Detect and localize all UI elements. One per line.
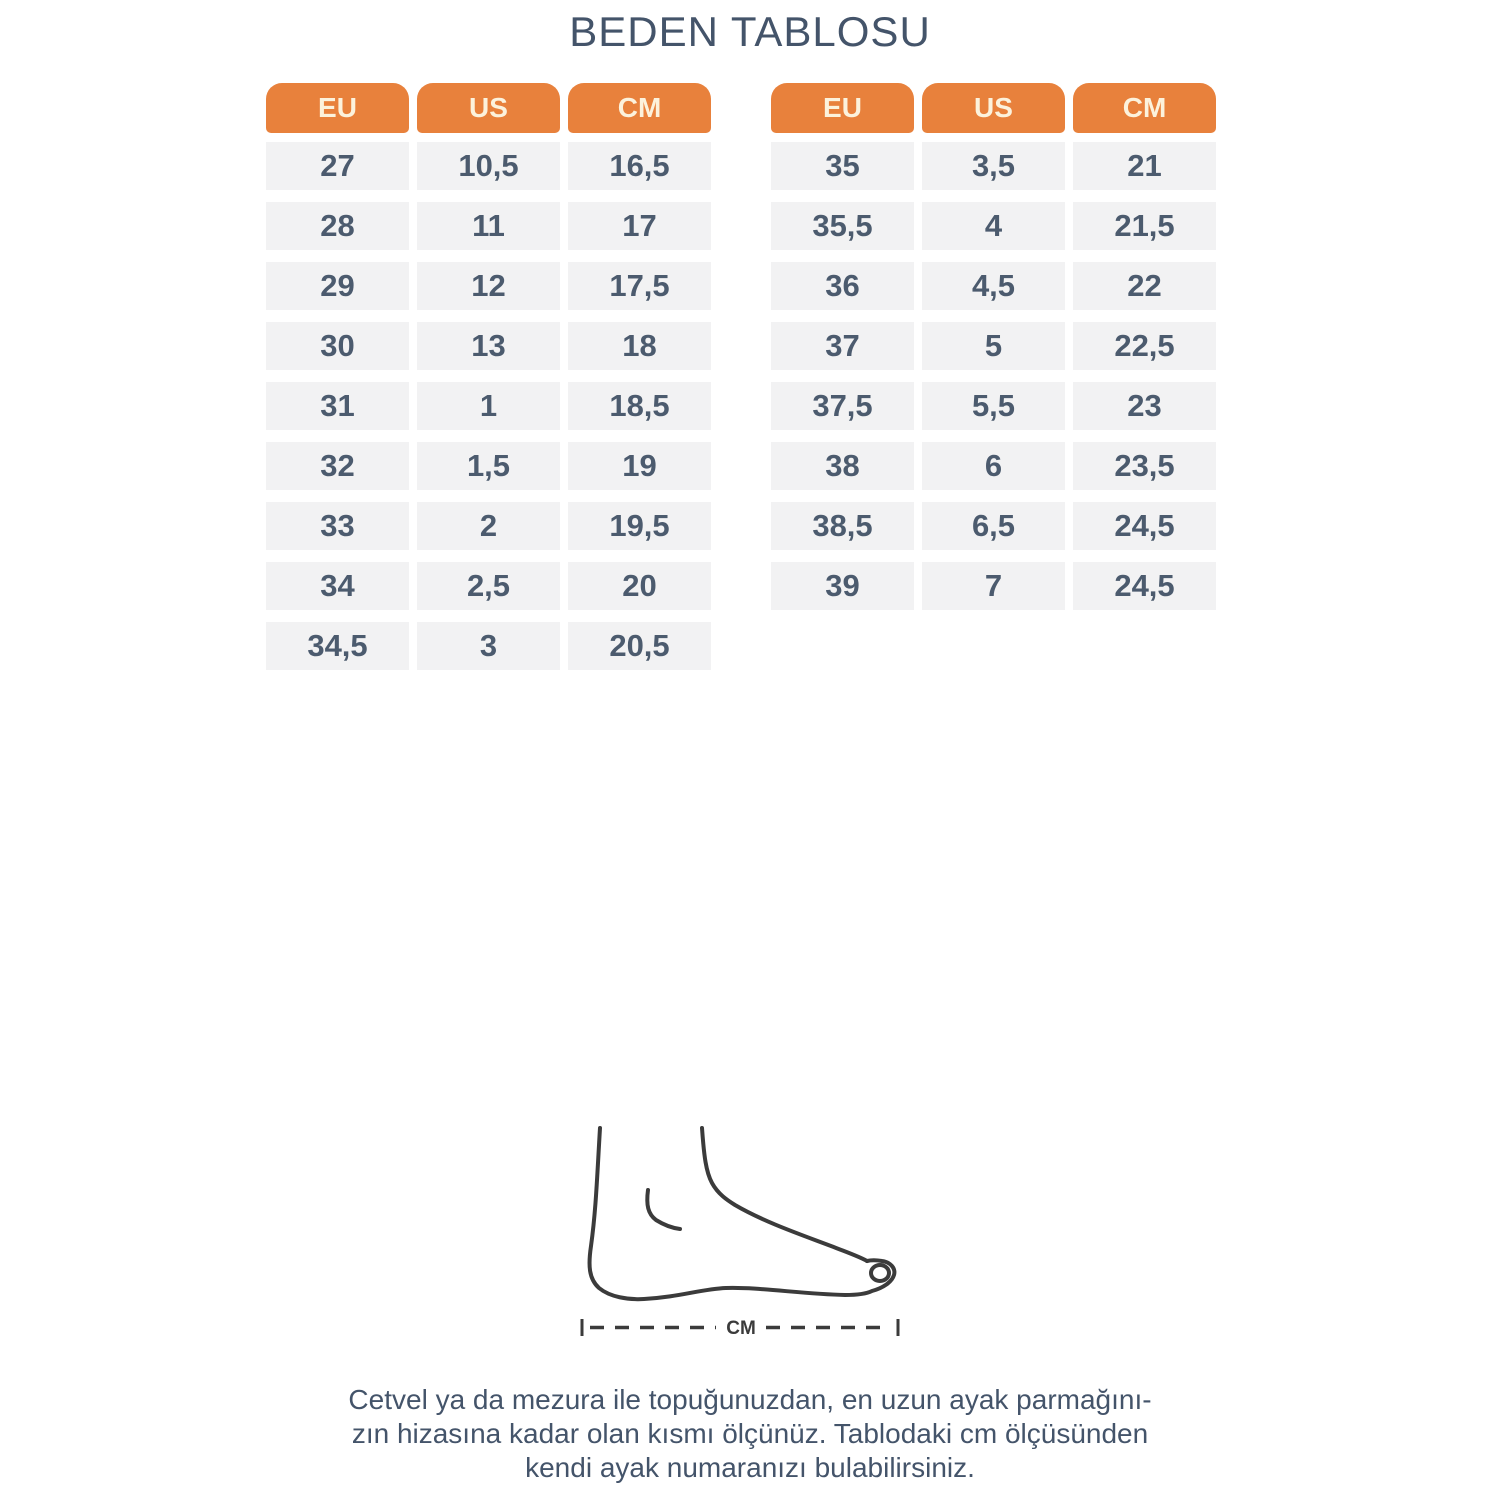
toenail bbox=[869, 1263, 891, 1283]
table-cell: 1 bbox=[417, 382, 560, 430]
size-table-right: EU US CM 35 3,5 21 35,5 4 21,5 36 4,5 22 37 5 22,5 37,5… bbox=[771, 83, 1216, 610]
table-cell: 21 bbox=[1073, 142, 1216, 190]
table-cell: 23,5 bbox=[1073, 442, 1216, 490]
table-cell: 17 bbox=[568, 202, 711, 250]
column-header-eu: EU bbox=[771, 83, 914, 133]
table-cell: 38,5 bbox=[771, 502, 914, 550]
table-cell: 29 bbox=[266, 262, 409, 310]
measurement-instructions: Cetvel ya da mezura ile topuğunuzdan, en… bbox=[300, 1383, 1200, 1485]
table-cell: 2,5 bbox=[417, 562, 560, 610]
table-cell: 4,5 bbox=[922, 262, 1065, 310]
table-cell: 20 bbox=[568, 562, 711, 610]
table-cell: 36 bbox=[771, 262, 914, 310]
table-cell: 37,5 bbox=[771, 382, 914, 430]
table-cell: 12 bbox=[417, 262, 560, 310]
table-cell: 5,5 bbox=[922, 382, 1065, 430]
table-cell: 37 bbox=[771, 322, 914, 370]
foot-instep-outline bbox=[700, 1126, 869, 1263]
table-cell: 34 bbox=[266, 562, 409, 610]
page-title: BEDEN TABLOSU bbox=[569, 8, 931, 55]
table-cell: 35 bbox=[771, 142, 914, 190]
table-cell: 2 bbox=[417, 502, 560, 550]
column-header-cm: CM bbox=[568, 83, 711, 133]
table-cell: 4 bbox=[922, 202, 1065, 250]
table-cell: 20,5 bbox=[568, 622, 711, 670]
table-cell: 18 bbox=[568, 322, 711, 370]
note-line-2: zın hizasına kadar olan kısmı ölçünüz. T… bbox=[351, 1418, 1149, 1449]
table-cell: 1,5 bbox=[417, 442, 560, 490]
column-header-cm: CM bbox=[1073, 83, 1216, 133]
table-cell: 22 bbox=[1073, 262, 1216, 310]
table-cell: 33 bbox=[266, 502, 409, 550]
table-cell: 11 bbox=[417, 202, 560, 250]
table-cell: 10,5 bbox=[417, 142, 560, 190]
table-cell: 6 bbox=[922, 442, 1065, 490]
table-cell: 19,5 bbox=[568, 502, 711, 550]
table-cell: 6,5 bbox=[922, 502, 1065, 550]
table-cell: 32 bbox=[266, 442, 409, 490]
table-cell: 38 bbox=[771, 442, 914, 490]
foot-heel-sole-outline bbox=[587, 1126, 897, 1302]
cm-measure-label: CM bbox=[726, 1318, 756, 1339]
table-cell: 24,5 bbox=[1073, 502, 1216, 550]
table-cell: 17,5 bbox=[568, 262, 711, 310]
table-cell: 18,5 bbox=[568, 382, 711, 430]
table-cell: 31 bbox=[266, 382, 409, 430]
table-cell: 19 bbox=[568, 442, 711, 490]
table-cell: 34,5 bbox=[266, 622, 409, 670]
table-cell: 39 bbox=[771, 562, 914, 610]
ankle-bone-line bbox=[645, 1188, 682, 1231]
table-cell: 21,5 bbox=[1073, 202, 1216, 250]
foot-measurement-figure: CM bbox=[558, 1098, 938, 1348]
table-cell: 24,5 bbox=[1073, 562, 1216, 610]
table-cell: 22,5 bbox=[1073, 322, 1216, 370]
foot-illustration: CM bbox=[580, 1126, 900, 1339]
column-header-us: US bbox=[922, 83, 1065, 133]
column-header-us: US bbox=[417, 83, 560, 133]
table-cell: 16,5 bbox=[568, 142, 711, 190]
table-cell: 3,5 bbox=[922, 142, 1065, 190]
note-line-1: Cetvel ya da mezura ile topuğunuzdan, en… bbox=[348, 1384, 1152, 1415]
size-table-left: EU US CM 27 10,5 16,5 28 11 17 29 12 17,5 30 13 18 31 1 1… bbox=[266, 83, 711, 670]
table-cell: 13 bbox=[417, 322, 560, 370]
table-cell: 28 bbox=[266, 202, 409, 250]
table-cell: 3 bbox=[417, 622, 560, 670]
table-cell: 30 bbox=[266, 322, 409, 370]
note-line-3: kendi ayak numaranızı bulabilirsiniz. bbox=[525, 1452, 975, 1483]
table-cell: 35,5 bbox=[771, 202, 914, 250]
column-header-eu: EU bbox=[266, 83, 409, 133]
table-cell: 27 bbox=[266, 142, 409, 190]
table-cell: 5 bbox=[922, 322, 1065, 370]
table-cell: 7 bbox=[922, 562, 1065, 610]
table-cell: 23 bbox=[1073, 382, 1216, 430]
